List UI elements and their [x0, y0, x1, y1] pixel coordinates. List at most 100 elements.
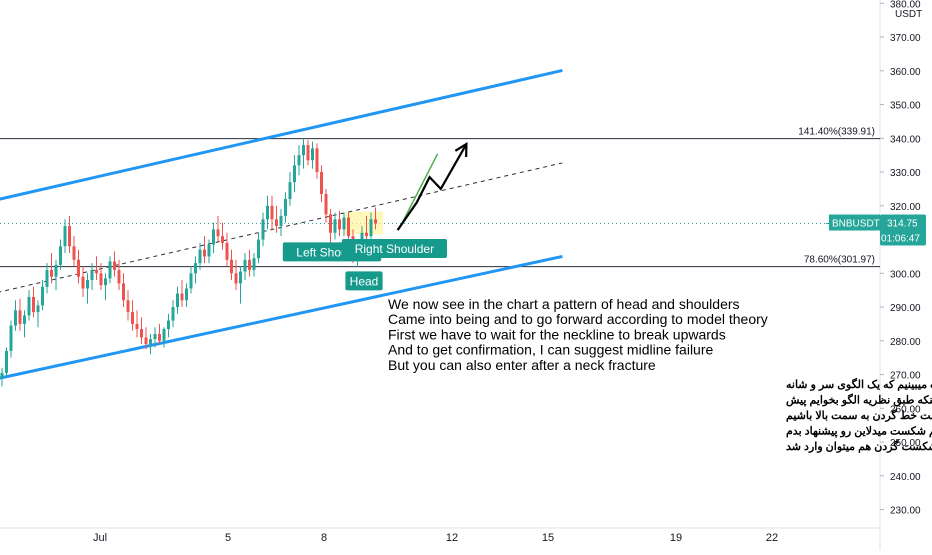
candle: [306, 139, 310, 166]
candle: [293, 155, 296, 193]
price-tick-label: 240.00: [890, 472, 921, 483]
candle-body: [207, 244, 211, 257]
candle: [135, 310, 139, 338]
price-tick-label: 330.00: [890, 168, 921, 179]
price-tag-bg: [880, 214, 926, 246]
candle-body: [320, 172, 323, 194]
annotation-persian-line: و برای گرفتن تاییدیه میتونم شکست میدلاین…: [786, 424, 932, 438]
candle-body: [216, 229, 220, 237]
price-tick-label: 250.00: [890, 438, 921, 449]
time-tick-label: 5: [225, 532, 231, 544]
price-tick-label: 350.00: [890, 101, 921, 112]
candle: [320, 165, 323, 203]
candle-body: [131, 312, 134, 324]
candle-body: [167, 320, 170, 329]
candle-body: [284, 199, 287, 216]
price-tag-value: 314.75: [887, 219, 918, 230]
candle: [95, 256, 98, 281]
channel-mid-line[interactable]: [0, 162, 563, 294]
candle: [230, 249, 233, 281]
green-trend-line[interactable]: [398, 153, 439, 230]
candle: [9, 320, 13, 358]
price-tick-label: 300.00: [890, 269, 921, 280]
candle: [54, 259, 58, 291]
candle-body: [212, 229, 215, 245]
annotation-english-line: But you can also enter after a neck frac…: [388, 357, 656, 373]
time-axis[interactable]: 28Jul5812151922: [0, 527, 880, 544]
candle-body: [306, 145, 310, 161]
candle-body: [234, 273, 238, 284]
projection-drawing[interactable]: [396, 142, 468, 231]
candle: [27, 290, 31, 321]
candle: [311, 141, 314, 169]
candle: [207, 239, 211, 264]
projection-path[interactable]: [396, 143, 468, 231]
candle-body: [329, 214, 332, 233]
candle-body: [90, 269, 94, 281]
candle: [32, 286, 35, 318]
annotation-persian-line: درحال حاضر توی چارت میبینیم که یک الگوی …: [786, 377, 932, 391]
price-tag-countdown: 01:06:47: [881, 234, 920, 245]
candle: [194, 256, 197, 284]
annotation-english-line: And to get confirmation, I can suggest m…: [388, 342, 714, 358]
annotation-english-line: Came into being and to go forward accord…: [388, 311, 768, 327]
candle-body: [369, 219, 373, 237]
candle-body: [198, 249, 202, 264]
candle-body: [194, 263, 197, 274]
candle-body: [122, 283, 125, 301]
candle: [329, 209, 332, 243]
candle-body: [140, 328, 143, 338]
candle-body: [45, 269, 49, 287]
candle-body: [77, 259, 80, 277]
price-tick-label: 370.00: [890, 33, 921, 44]
current-price-tag: BNBUSDT 314.75 01:06:47: [826, 214, 926, 246]
candle: [68, 215, 71, 254]
time-tick-label: 22: [766, 532, 778, 544]
candle: [248, 249, 251, 277]
candle: [243, 253, 247, 281]
price-channel[interactable]: [0, 69, 563, 380]
pattern-label: Right Shoulder: [341, 239, 447, 258]
candle: [63, 219, 67, 254]
candle-body: [5, 350, 8, 373]
candle: [113, 251, 116, 277]
symbol-tag-text: BNBUSDT: [832, 219, 880, 230]
annotation-persian-line: به وجود اومده و برای اینکه طبق نظریه الگ…: [786, 393, 932, 407]
candle: [324, 188, 328, 223]
candle: [41, 280, 44, 311]
pattern-label: Head: [345, 271, 383, 291]
pattern-label-bg: [345, 271, 383, 291]
candle-body: [36, 305, 40, 313]
channel-lower-line[interactable]: [0, 254, 563, 380]
candle: [203, 236, 206, 264]
candle-body: [342, 217, 346, 230]
candle-body: [297, 155, 301, 166]
price-tick-label: 230.00: [890, 506, 921, 517]
candle: [302, 138, 305, 169]
candle-body: [54, 264, 58, 277]
candle: [104, 273, 107, 301]
candle-body: [149, 339, 152, 345]
candle-body: [279, 215, 283, 227]
candle-body: [266, 205, 269, 220]
candle: [239, 266, 242, 304]
annotation-english: We now see in the chart a pattern of hea…: [388, 296, 768, 373]
candle: [171, 300, 175, 328]
time-tick-label: 15: [542, 532, 554, 544]
candle: [122, 273, 125, 308]
candle-body: [18, 310, 22, 324]
candle-body: [374, 219, 377, 224]
candle: [225, 232, 229, 267]
candle-body: [63, 226, 67, 247]
candle-body: [257, 239, 260, 259]
candle: [365, 215, 368, 243]
candle-body: [324, 193, 328, 215]
candle-body: [41, 286, 44, 306]
annotation-persian-line: اما بعد از شکست گردن هم میتوان وارد شد: [786, 439, 932, 453]
candle: [374, 207, 377, 230]
channel-upper-line[interactable]: [0, 69, 563, 201]
